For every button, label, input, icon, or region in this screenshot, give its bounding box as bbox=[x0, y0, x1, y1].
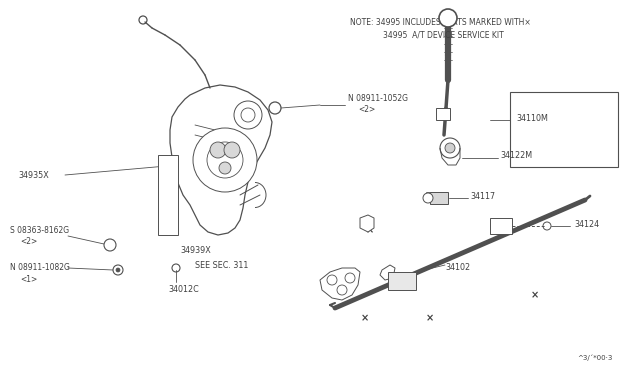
Circle shape bbox=[193, 128, 257, 192]
Text: ^3/´*00·3: ^3/´*00·3 bbox=[577, 355, 612, 361]
Text: <2>: <2> bbox=[358, 105, 375, 113]
Text: <2>: <2> bbox=[20, 237, 37, 246]
Bar bbox=[510, 92, 618, 167]
Text: ×: × bbox=[366, 225, 374, 235]
Text: ×: × bbox=[426, 313, 434, 323]
Circle shape bbox=[224, 142, 240, 158]
Text: N 08911-1052G: N 08911-1052G bbox=[348, 93, 408, 103]
Circle shape bbox=[219, 162, 231, 174]
Text: 34117: 34117 bbox=[470, 192, 495, 201]
Text: ×: × bbox=[531, 290, 539, 300]
Text: 34124: 34124 bbox=[574, 219, 599, 228]
Text: 34102: 34102 bbox=[445, 263, 470, 273]
Circle shape bbox=[104, 239, 116, 251]
Bar bbox=[430, 192, 448, 204]
Text: 34012C: 34012C bbox=[168, 285, 199, 295]
Text: 34110M: 34110M bbox=[516, 113, 548, 122]
Circle shape bbox=[423, 193, 433, 203]
Bar bbox=[436, 108, 450, 120]
Text: <1>: <1> bbox=[20, 275, 37, 283]
Text: ×: × bbox=[361, 313, 369, 323]
Text: NOTE: 34995 INCLUDES PARTS MARKED WITH×: NOTE: 34995 INCLUDES PARTS MARKED WITH× bbox=[350, 18, 531, 27]
Bar bbox=[158, 155, 178, 235]
Polygon shape bbox=[380, 265, 395, 280]
Circle shape bbox=[439, 9, 457, 27]
Polygon shape bbox=[320, 268, 360, 300]
Circle shape bbox=[445, 143, 455, 153]
Text: 34122M: 34122M bbox=[500, 151, 532, 160]
Circle shape bbox=[440, 138, 460, 158]
Circle shape bbox=[234, 101, 262, 129]
Polygon shape bbox=[360, 215, 374, 232]
Text: 34939X: 34939X bbox=[180, 246, 211, 254]
Text: N 08911-1082G: N 08911-1082G bbox=[10, 263, 70, 273]
Circle shape bbox=[210, 142, 226, 158]
Bar bbox=[388, 272, 416, 290]
Text: 34995  A/T DEVICE SERVICE KIT: 34995 A/T DEVICE SERVICE KIT bbox=[383, 30, 504, 39]
Text: 34935X: 34935X bbox=[18, 170, 49, 180]
Circle shape bbox=[116, 268, 120, 272]
Bar bbox=[490, 218, 512, 234]
Text: SEE SEC. 311: SEE SEC. 311 bbox=[195, 260, 248, 269]
Text: S 08363-8162G: S 08363-8162G bbox=[10, 225, 69, 234]
